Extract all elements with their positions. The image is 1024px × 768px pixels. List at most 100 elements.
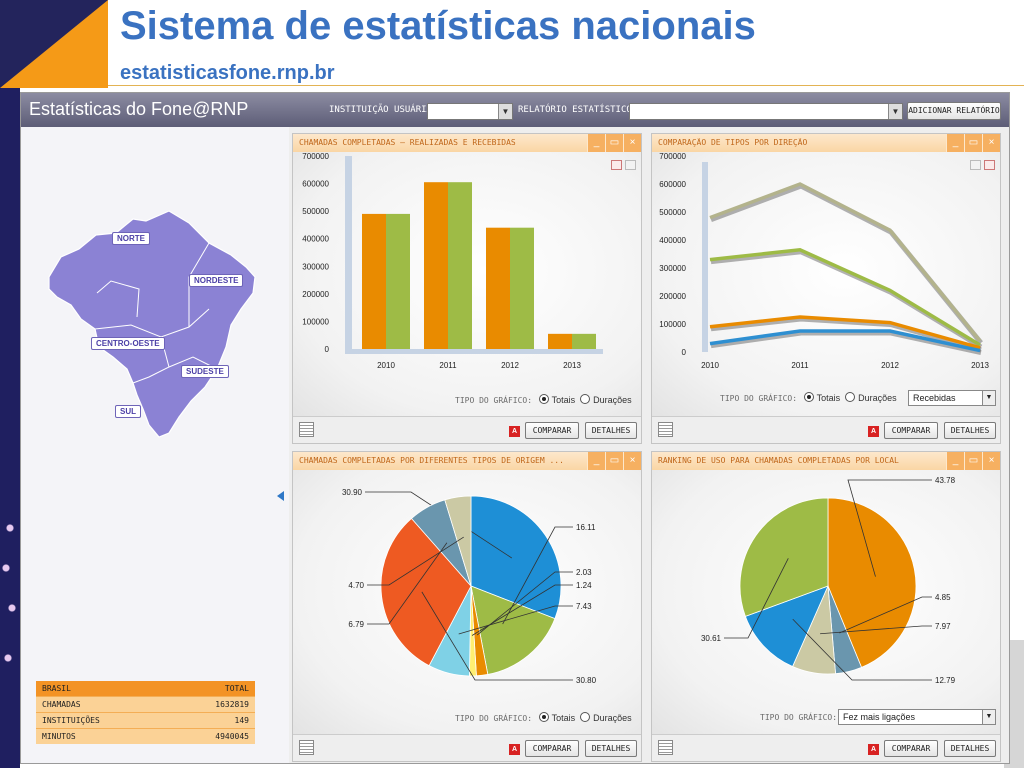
maximize-button[interactable]: ▭ xyxy=(605,452,623,470)
bar-chart-icon[interactable] xyxy=(611,160,622,170)
table-row: INSTITUIÇÕES 149 xyxy=(36,712,255,729)
line-chart-icon[interactable] xyxy=(625,160,636,170)
minimize-button[interactable]: _ xyxy=(587,452,605,470)
y-tick-label: 200000 xyxy=(302,290,329,299)
bar xyxy=(510,227,534,349)
radio-totais[interactable] xyxy=(803,392,814,402)
chart-type-label: TIPO DO GRÁFICO: xyxy=(455,714,533,723)
table-header-row: BRASIL TOTAL xyxy=(36,681,255,697)
line-chart-icon[interactable] xyxy=(984,160,995,170)
table-header: BRASIL xyxy=(36,681,169,697)
region-nordeste[interactable]: NORDESTE xyxy=(189,274,244,287)
maximize-button[interactable]: ▭ xyxy=(605,134,623,152)
compare-button[interactable]: COMPARAR xyxy=(884,740,938,757)
region-sudeste[interactable]: SUDESTE xyxy=(181,365,229,378)
list-icon[interactable] xyxy=(299,422,314,437)
direction-select[interactable]: Recebidas ▼ xyxy=(908,390,996,406)
compare-button[interactable]: COMPARAR xyxy=(525,740,579,757)
add-report-button[interactable]: ADICIONAR RELATÓRIO xyxy=(907,102,1001,120)
pdf-icon[interactable]: A xyxy=(868,426,879,437)
pdf-icon[interactable]: A xyxy=(509,426,520,437)
maximize-button[interactable]: ▭ xyxy=(964,452,982,470)
data-label: 4.70 xyxy=(348,581,364,590)
details-button[interactable]: DETALHES xyxy=(585,740,637,757)
radio-duracoes[interactable] xyxy=(580,394,591,404)
collapse-arrow-icon[interactable] xyxy=(277,491,284,501)
region-sul[interactable]: SUL xyxy=(115,405,141,418)
list-icon[interactable] xyxy=(658,740,673,755)
x-axis-bar xyxy=(345,349,603,354)
data-label: 4.85 xyxy=(935,593,951,602)
details-button[interactable]: DETALHES xyxy=(585,422,637,439)
close-button[interactable]: × xyxy=(982,452,1000,470)
instituicao-label: INSTITUIÇÃO USUÁRIA xyxy=(329,105,432,115)
y-tick-label: 0 xyxy=(325,345,330,354)
panel-ranking-por-local: RANKING DE USO PARA CHAMADAS COMPLETADAS… xyxy=(651,451,1001,762)
chart-area: 30.90 16.11 2.03 1.24 7.43 30.80 6.79 4.70 TIPO… xyxy=(293,470,641,734)
data-label: 30.90 xyxy=(342,488,363,497)
pie-slice xyxy=(380,517,472,667)
compare-button[interactable]: COMPARAR xyxy=(884,422,938,439)
radio-duracoes[interactable] xyxy=(845,392,856,402)
list-icon[interactable] xyxy=(299,740,314,755)
panel-tipos-de-origem: CHAMADAS COMPLETADAS POR DIFERENTES TIPO… xyxy=(292,451,642,762)
data-label: 7.43 xyxy=(576,602,592,611)
region-centro-oeste[interactable]: CENTRO-OESTE xyxy=(91,337,165,350)
radio-totais-label: Totais xyxy=(551,395,576,405)
table-cell: 149 xyxy=(168,712,255,729)
instituicao-select[interactable]: ▼ xyxy=(427,103,513,120)
panel-title: CHAMADAS COMPLETADAS POR DIFERENTES TIPO… xyxy=(299,456,564,465)
data-label: 7.97 xyxy=(935,622,951,631)
x-tick-label: 2013 xyxy=(563,361,581,370)
minimize-button[interactable]: _ xyxy=(946,134,964,152)
panel-footer: A COMPARAR DETALHES xyxy=(293,416,641,443)
pie-slice xyxy=(470,585,556,675)
panel-title-bar: RANKING DE USO PARA CHAMADAS COMPLETADAS… xyxy=(652,452,1000,470)
pie-slice xyxy=(744,585,829,668)
bar-chart-icon[interactable] xyxy=(970,160,981,170)
close-button[interactable]: × xyxy=(623,452,641,470)
x-tick-label: 2010 xyxy=(377,361,395,370)
y-tick-label: 100000 xyxy=(659,320,686,329)
radio-duracoes[interactable] xyxy=(580,712,591,722)
panel-title: CHAMADAS COMPLETADAS – REALIZADAS E RECE… xyxy=(299,138,516,147)
relatorio-label: RELATÓRIO ESTATÍSTICO xyxy=(518,105,632,115)
close-button[interactable]: × xyxy=(623,134,641,152)
relatorio-select[interactable]: ▼ xyxy=(629,103,903,120)
region-norte[interactable]: NORTE xyxy=(112,232,150,245)
close-button[interactable]: × xyxy=(982,134,1000,152)
corner-triangle xyxy=(0,0,108,88)
pdf-icon[interactable]: A xyxy=(868,744,879,755)
y-tick-label: 100000 xyxy=(302,317,329,326)
panel-title: COMPARAÇÃO DE TIPOS POR DIREÇÃO xyxy=(658,138,808,147)
bar xyxy=(548,333,572,349)
leader-line xyxy=(792,618,932,681)
brazil-map[interactable] xyxy=(21,197,289,537)
x-tick-label: 2010 xyxy=(701,361,719,370)
panel-title-bar: COMPARAÇÃO DE TIPOS POR DIREÇÃO _ ▭ × xyxy=(652,134,1000,152)
compare-button[interactable]: COMPARAR xyxy=(525,422,579,439)
details-button[interactable]: DETALHES xyxy=(944,740,996,757)
summary-table: BRASIL TOTAL CHAMADAS 1632819 INSTITUIÇÕ… xyxy=(36,681,255,744)
series-line xyxy=(709,315,981,350)
y-tick-label: 300000 xyxy=(302,262,329,271)
maximize-button[interactable]: ▭ xyxy=(964,134,982,152)
details-button[interactable]: DETALHES xyxy=(944,422,996,439)
pdf-icon[interactable]: A xyxy=(509,744,520,755)
radio-totais-label: Totais xyxy=(816,393,841,403)
radio-totais[interactable] xyxy=(538,712,549,722)
table-cell: 4940045 xyxy=(168,728,255,744)
y-tick-label: 500000 xyxy=(302,207,329,216)
radio-duracoes-label: Durações xyxy=(858,393,897,403)
leader-line xyxy=(476,571,573,636)
leader-line xyxy=(471,584,573,636)
radio-totais[interactable] xyxy=(538,394,549,404)
list-icon[interactable] xyxy=(658,422,673,437)
minimize-button[interactable]: _ xyxy=(587,134,605,152)
ranking-type-select[interactable]: Fez mais ligações ▼ xyxy=(838,709,996,725)
leader-line xyxy=(839,596,932,634)
table-header: TOTAL xyxy=(168,681,255,697)
minimize-button[interactable]: _ xyxy=(946,452,964,470)
chevron-down-icon: ▼ xyxy=(982,391,995,405)
